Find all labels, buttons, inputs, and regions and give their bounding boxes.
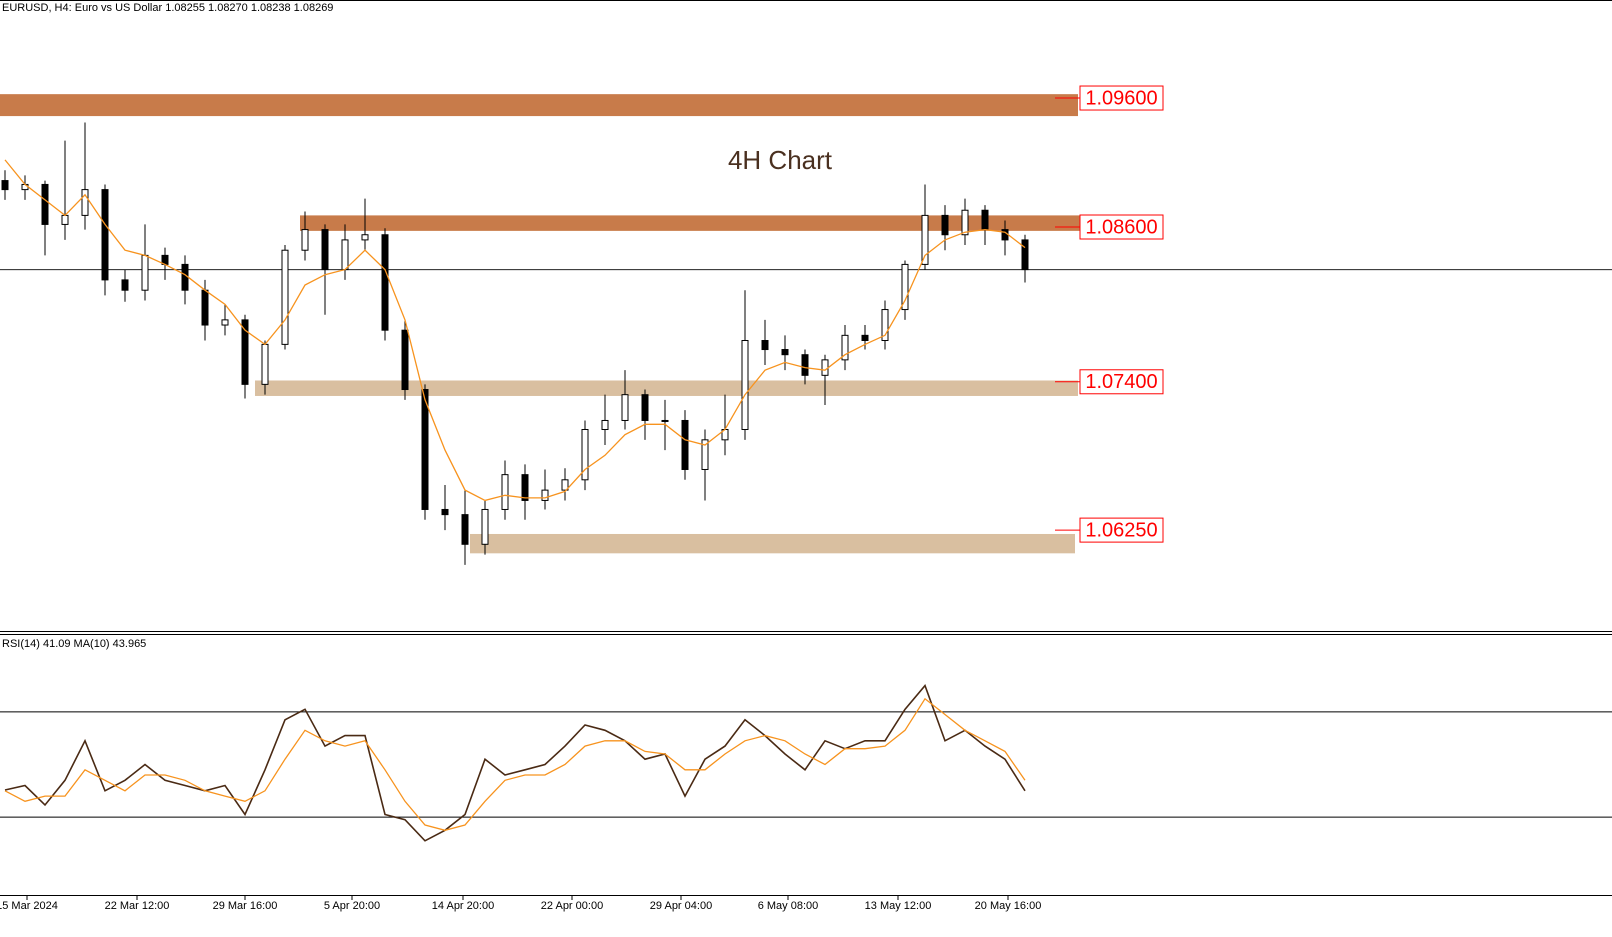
x-tick-label: 5 Apr 20:00 — [324, 900, 380, 912]
x-tick-label: 6 May 08:00 — [758, 900, 819, 912]
candle-body — [661, 419, 669, 422]
candle-body — [421, 389, 429, 510]
chart-header: EURUSD, H4: Euro vs US Dollar 1.08255 1.… — [2, 2, 333, 14]
candle-body — [461, 514, 469, 545]
x-tick-label: 15 Mar 2024 — [0, 900, 58, 912]
rsi-label: RSI(14) 41.09 MA(10) 43.965 — [2, 638, 146, 650]
x-tick-label: 29 Apr 04:00 — [650, 900, 712, 912]
zone-label: 1.07400 — [1085, 371, 1157, 393]
candle-body — [821, 359, 829, 376]
candle-body — [941, 214, 949, 236]
candle-body — [561, 479, 569, 491]
x-tick-label: 13 May 12:00 — [865, 900, 932, 912]
x-tick-label: 20 May 16:00 — [975, 900, 1042, 912]
candle-body — [801, 354, 809, 376]
rsi-line — [4, 684, 1026, 842]
zone-label: 1.06250 — [1085, 519, 1157, 541]
zone — [0, 94, 1078, 117]
candle-body — [401, 329, 409, 391]
candle-body — [361, 234, 369, 241]
x-tick-label: 29 Mar 16:00 — [213, 900, 278, 912]
candle-body — [841, 334, 849, 361]
zone — [300, 215, 1080, 231]
zone-label: 1.09600 — [1085, 87, 1157, 109]
candle-body — [621, 394, 629, 421]
x-tick-label: 22 Apr 00:00 — [541, 900, 603, 912]
candle-body — [261, 343, 269, 385]
candle-body — [1001, 229, 1009, 241]
candle-body — [141, 254, 149, 291]
zone-label-box — [1079, 517, 1164, 543]
candle-body — [701, 439, 709, 470]
candle-body — [441, 508, 449, 516]
candle-body — [321, 229, 329, 271]
candle-body — [581, 429, 589, 481]
candle-body — [41, 183, 49, 225]
candle-body — [341, 239, 349, 271]
candle-body — [241, 319, 249, 385]
annotation: 4H Chart — [728, 145, 833, 175]
candle-body — [1021, 239, 1029, 271]
candle-body — [501, 474, 509, 510]
candle-body — [681, 419, 689, 470]
x-tick-label: 22 Mar 12:00 — [105, 900, 170, 912]
candle-body — [901, 263, 909, 311]
candle-body — [481, 508, 489, 545]
candle-body — [61, 214, 69, 225]
zone — [255, 380, 1078, 396]
candle-body — [781, 349, 789, 356]
candle-body — [881, 309, 889, 342]
candle-body — [1, 180, 9, 191]
candle-body — [981, 209, 989, 231]
candle-body — [861, 334, 869, 342]
candle-body — [221, 319, 229, 326]
candle-body — [741, 340, 749, 431]
zone-label-box — [1079, 214, 1164, 240]
candle-body — [101, 189, 109, 281]
candle-body — [381, 234, 389, 331]
zone-label: 1.08600 — [1085, 216, 1157, 238]
zone-label-box — [1079, 369, 1164, 395]
candle-body — [641, 394, 649, 421]
candle-body — [541, 489, 549, 501]
candle-body — [761, 340, 769, 351]
moving-average — [4, 159, 1026, 502]
candle-body — [601, 419, 609, 431]
candle-body — [961, 209, 969, 236]
candle-body — [201, 289, 209, 326]
candle-body — [521, 474, 529, 501]
candle-body — [921, 214, 929, 265]
candle-body — [81, 189, 89, 216]
zone-label-box — [1079, 85, 1164, 111]
candle-body — [181, 263, 189, 291]
candle-body — [121, 279, 129, 291]
candle-body — [301, 229, 309, 251]
rsi-line — [4, 697, 1026, 831]
zone — [470, 533, 1075, 554]
x-tick-label: 14 Apr 20:00 — [432, 900, 494, 912]
candle-body — [281, 249, 289, 345]
